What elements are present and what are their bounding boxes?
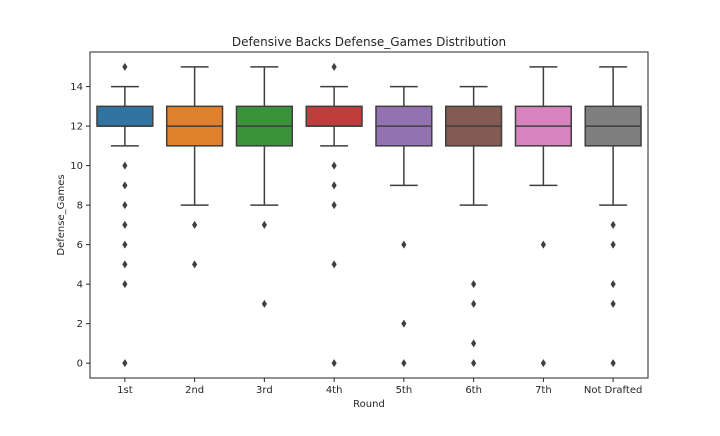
x-tick-label: 2nd: [185, 385, 204, 396]
y-tick-label: 12: [70, 122, 83, 133]
outlier-point: [540, 359, 546, 368]
outlier-point: [122, 260, 128, 269]
outlier-point: [540, 240, 546, 249]
chart-title: Defensive Backs Defense_Games Distributi…: [232, 35, 506, 49]
outlier-point: [401, 359, 407, 368]
outlier-point: [610, 240, 616, 249]
outlier-point: [122, 220, 128, 229]
box-1st: [96, 105, 154, 127]
outlier-point: [192, 220, 198, 229]
outlier-point: [471, 359, 477, 368]
outlier-point: [401, 319, 407, 328]
plot-area: 0 2 4 6 8 10 12 14 1st 2nd 3rd 4th 5th 6th 7th Not Draf…: [70, 62, 642, 396]
outlier-point: [192, 260, 198, 269]
x-tick-label: 3rd: [256, 385, 273, 396]
box-4th: [305, 105, 363, 127]
outlier-point: [401, 240, 407, 249]
x-tick-label: 6th: [465, 385, 482, 396]
outlier-point: [331, 359, 337, 368]
y-tick-label: 10: [70, 161, 83, 172]
y-tick-label: 6: [77, 240, 83, 251]
x-tick-label: 1st: [117, 385, 133, 396]
outlier-point: [331, 62, 337, 71]
outlier-point: [331, 161, 337, 170]
y-tick-label: 0: [77, 359, 83, 370]
outlier-point: [610, 280, 616, 289]
y-axis-label: Defense_Games: [56, 174, 67, 255]
outlier-point: [122, 181, 128, 190]
x-tick-label: Not Drafted: [584, 385, 642, 396]
outlier-point: [122, 359, 128, 368]
outlier-point: [122, 161, 128, 170]
y-tick-label: 2: [77, 319, 83, 330]
x-tick-label: 7th: [535, 385, 552, 396]
outlier-point: [610, 220, 616, 229]
x-tick-label: 5th: [396, 385, 413, 396]
outlier-point: [122, 280, 128, 289]
y-tick-label: 14: [70, 82, 83, 93]
outlier-point: [122, 240, 128, 249]
y-tick-label: 8: [77, 201, 83, 212]
plot-frame: [89, 51, 649, 379]
outlier-point: [261, 220, 267, 229]
outlier-point: [331, 181, 337, 190]
x-axis-label: Round: [353, 399, 385, 410]
outlier-point: [471, 339, 477, 348]
outlier-point: [331, 260, 337, 269]
outlier-point: [122, 201, 128, 210]
y-tick-label: 4: [77, 280, 83, 291]
outlier-point: [331, 201, 337, 210]
outlier-point: [610, 299, 616, 308]
x-tick-label: 4th: [326, 385, 343, 396]
outlier-point: [471, 299, 477, 308]
outlier-point: [610, 359, 616, 368]
outlier-point: [471, 280, 477, 289]
outlier-point: [122, 62, 128, 71]
outlier-point: [261, 299, 267, 308]
